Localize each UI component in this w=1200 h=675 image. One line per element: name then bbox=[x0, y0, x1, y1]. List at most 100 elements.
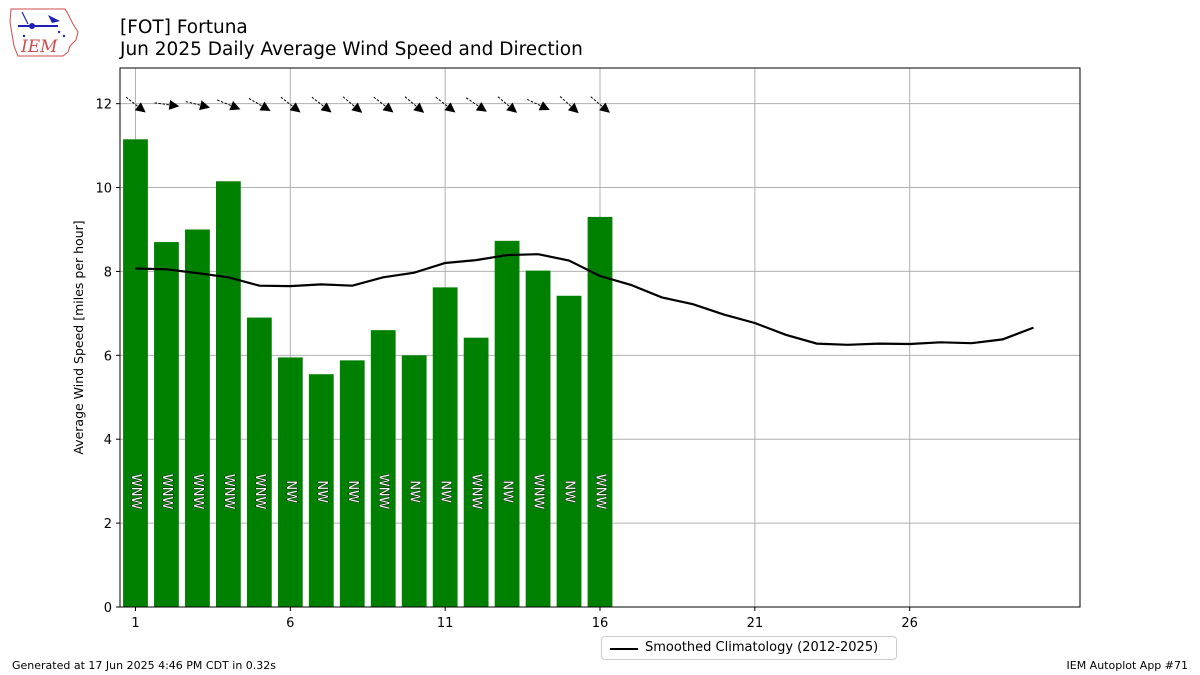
wind-arrow bbox=[526, 98, 550, 111]
wind-arrow-head bbox=[351, 102, 363, 113]
wind-arrow bbox=[311, 96, 332, 113]
wind-arrow-head bbox=[506, 102, 518, 113]
direction-label: WNW bbox=[593, 474, 608, 510]
wind-arrow bbox=[280, 96, 301, 113]
station-title: [FOT] Fortuna bbox=[120, 17, 248, 38]
wind-arrow-head bbox=[259, 101, 271, 111]
direction-label: WNW bbox=[252, 474, 267, 510]
wind-arrow-shaft bbox=[373, 96, 386, 107]
wind-arrow bbox=[404, 96, 425, 113]
wind-arrow-head bbox=[199, 100, 211, 111]
wind-arrow-shaft bbox=[404, 96, 417, 107]
bar bbox=[246, 317, 272, 607]
y-tick-label: 6 bbox=[104, 349, 112, 364]
direction-label: WNW bbox=[531, 474, 546, 510]
direction-label: NW bbox=[314, 480, 329, 503]
chart-subtitle: Jun 2025 Daily Average Wind Speed and Di… bbox=[120, 39, 583, 60]
bar bbox=[370, 330, 396, 607]
direction-label: WNW bbox=[221, 474, 236, 510]
bar bbox=[401, 355, 427, 607]
bar bbox=[185, 229, 210, 607]
bar bbox=[339, 360, 365, 607]
wind-arrow-shaft bbox=[154, 102, 170, 106]
wind-arrow bbox=[154, 99, 180, 110]
direction-label: NW bbox=[407, 480, 422, 503]
wind-arrow-shaft bbox=[125, 96, 139, 107]
wind-arrow bbox=[435, 96, 456, 113]
wind-arrow-shaft bbox=[435, 96, 448, 107]
bar bbox=[123, 139, 148, 608]
direction-label: NW bbox=[562, 480, 577, 503]
legend: Smoothed Climatology (2012-2025) bbox=[601, 636, 897, 660]
bar bbox=[525, 270, 551, 607]
bar bbox=[432, 287, 458, 607]
wind-arrow-head bbox=[599, 102, 610, 113]
x-tick-label: 16 bbox=[592, 616, 609, 631]
bar bbox=[216, 181, 241, 607]
wind-arrow-head bbox=[289, 102, 301, 113]
wind-arrow bbox=[217, 99, 241, 111]
direction-label: WNW bbox=[376, 474, 391, 510]
direction-label: NW bbox=[438, 480, 453, 503]
wind-arrow-head bbox=[229, 100, 241, 111]
direction-label: NW bbox=[500, 480, 515, 503]
wind-arrow-shaft bbox=[590, 96, 603, 107]
wind-arrow bbox=[373, 96, 394, 113]
wind-arrow bbox=[497, 96, 518, 113]
wind-arrow-shaft bbox=[280, 96, 293, 107]
wind-arrow-shaft bbox=[497, 96, 510, 107]
wind-arrow bbox=[185, 100, 211, 111]
wind-arrow-head bbox=[168, 99, 180, 110]
direction-label: NW bbox=[283, 480, 298, 503]
y-tick-label: 8 bbox=[104, 265, 112, 280]
wind-arrow bbox=[559, 96, 579, 114]
bar bbox=[494, 240, 520, 608]
wind-arrow-head bbox=[444, 102, 456, 113]
wind-arrow-head bbox=[475, 102, 487, 112]
wind-arrow-shaft bbox=[248, 98, 263, 107]
y-tick-label: 12 bbox=[95, 98, 112, 113]
x-tick-label: 1 bbox=[131, 616, 139, 631]
logo-text: IEM bbox=[20, 37, 58, 57]
direction-labels: WNW WNW WNW WNW WNW NW NW NW WNW NW NW WNW NW WNW NW WN… bbox=[128, 474, 608, 510]
bar bbox=[463, 337, 489, 607]
y-tick-label: 0 bbox=[104, 601, 112, 616]
wind-arrow-head bbox=[567, 102, 579, 114]
wind-arrow-head bbox=[382, 102, 394, 113]
iem-logo: IEM bbox=[9, 8, 79, 57]
chart-title: [FOT] Fortuna Jun 2025 Daily Average Win… bbox=[120, 17, 583, 61]
bar bbox=[154, 242, 179, 608]
app-label: IEM Autoplot App #71 bbox=[1066, 659, 1189, 672]
wind-arrow-head bbox=[538, 101, 550, 111]
y-tick-label: 4 bbox=[104, 433, 112, 448]
wind-arrow-shaft bbox=[559, 96, 572, 107]
x-tick-label: 6 bbox=[286, 616, 294, 631]
wind-arrow-shaft bbox=[465, 97, 479, 107]
wind-arrow bbox=[342, 96, 363, 113]
wind-arrow bbox=[248, 98, 271, 111]
x-tick-label: 26 bbox=[901, 616, 918, 631]
y-axis-label: Average Wind Speed [miles per hour] bbox=[71, 220, 86, 454]
climatology-line bbox=[135, 253, 1034, 346]
wind-arrow-shaft bbox=[217, 99, 232, 107]
bars bbox=[123, 139, 613, 608]
y-tick-label: 2 bbox=[104, 517, 112, 532]
direction-label: NW bbox=[345, 480, 360, 503]
bar bbox=[556, 295, 582, 607]
x-tick-label: 11 bbox=[437, 616, 454, 631]
bar bbox=[587, 216, 613, 607]
direction-label: WNW bbox=[128, 474, 143, 510]
y-tick-label: 10 bbox=[95, 182, 112, 197]
direction-label: WNW bbox=[190, 474, 205, 510]
bar bbox=[277, 357, 303, 607]
wind-arrow-shaft bbox=[526, 98, 541, 107]
legend-label: Smoothed Climatology (2012-2025) bbox=[645, 640, 879, 655]
generated-timestamp: Generated at 17 Jun 2025 4:46 PM CDT in … bbox=[12, 659, 277, 672]
legend-line-swatch bbox=[610, 648, 638, 650]
bar bbox=[308, 374, 334, 607]
x-tick-label: 21 bbox=[747, 616, 764, 631]
wind-arrow-shaft bbox=[311, 96, 324, 107]
direction-label: WNW bbox=[159, 474, 174, 510]
